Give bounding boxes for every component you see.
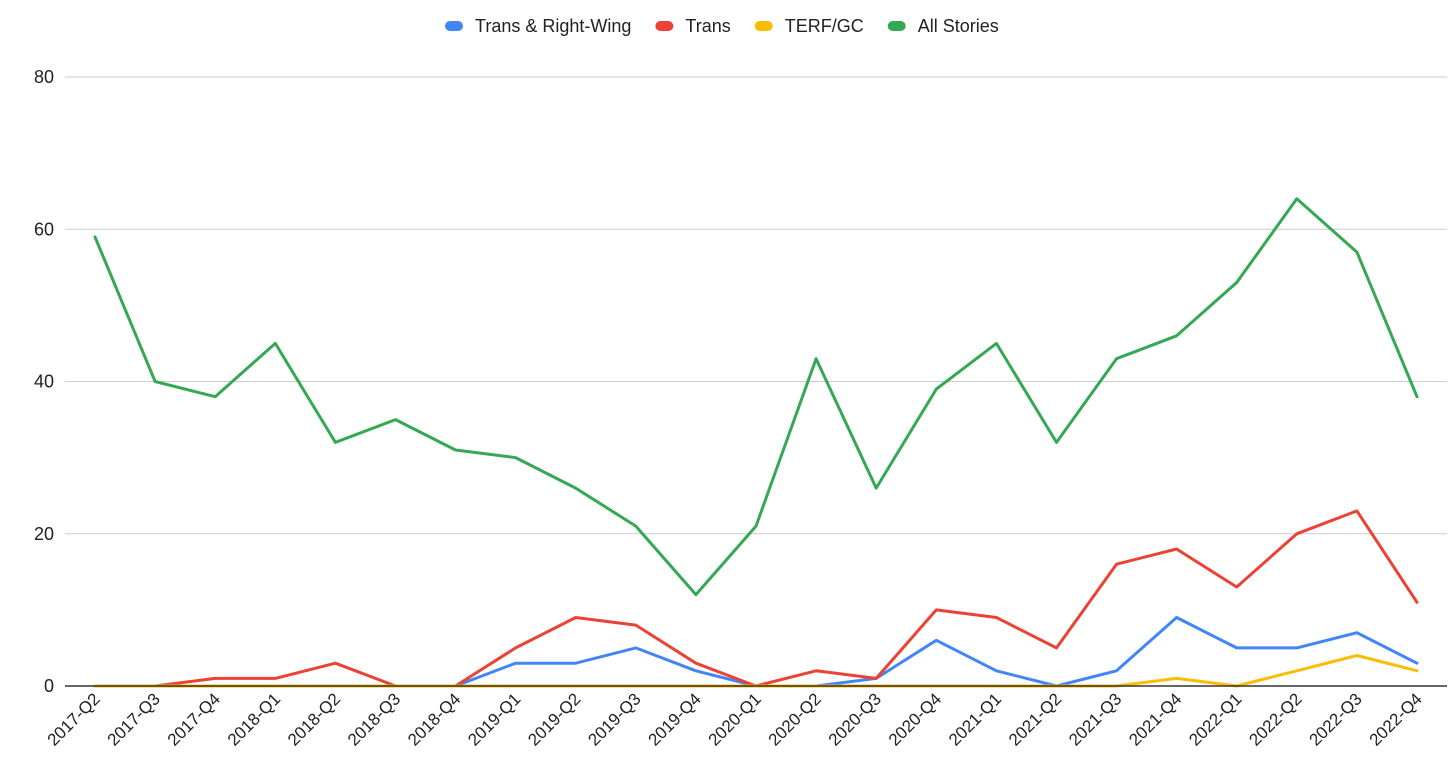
x-tick-label: 2019-Q4 xyxy=(645,689,705,749)
y-tick-label: 20 xyxy=(34,524,54,544)
legend-swatch xyxy=(655,21,674,31)
legend-label: All Stories xyxy=(918,16,999,36)
x-tick-label: 2019-Q1 xyxy=(464,689,524,749)
x-tick-label: 2021-Q4 xyxy=(1125,689,1185,749)
series-line-trans xyxy=(93,509,1419,688)
x-tick-label: 2021-Q1 xyxy=(945,689,1005,749)
x-tick-label: 2019-Q3 xyxy=(584,689,644,749)
y-tick-label: 40 xyxy=(34,372,54,392)
y-axis-ticks: 0 20 40 60 80 xyxy=(34,67,54,696)
y-tick-label: 60 xyxy=(34,219,54,239)
x-tick-label: 2022-Q1 xyxy=(1185,689,1245,749)
gridlines xyxy=(65,76,1447,535)
series-line-terf-gc xyxy=(93,654,1419,688)
legend-item-terf-gc[interactable]: TERF/GC xyxy=(754,16,864,36)
legend-item-trans[interactable]: Trans xyxy=(655,16,731,36)
x-tick-label: 2018-Q4 xyxy=(404,689,464,749)
x-tick-label: 2020-Q2 xyxy=(765,689,825,749)
y-tick-label: 80 xyxy=(34,67,54,87)
series-lines xyxy=(93,197,1419,688)
x-tick-label: 2020-Q3 xyxy=(825,689,885,749)
x-tick-label: 2022-Q2 xyxy=(1245,689,1305,749)
series-line-all-stories xyxy=(93,197,1419,597)
x-tick-label: 2022-Q4 xyxy=(1366,689,1426,749)
y-tick-label: 0 xyxy=(44,676,54,696)
x-tick-label: 2019-Q2 xyxy=(524,689,584,749)
legend-label: TERF/GC xyxy=(785,16,864,36)
legend-label: Trans xyxy=(685,16,730,36)
x-tick-label: 2020-Q1 xyxy=(705,689,765,749)
x-tick-label: 2017-Q3 xyxy=(104,689,164,749)
legend-swatch xyxy=(887,21,906,31)
x-tick-label: 2021-Q3 xyxy=(1065,689,1125,749)
series-line-trans-right-wing xyxy=(93,616,1419,688)
legend-item-all-stories[interactable]: All Stories xyxy=(887,16,999,36)
legend-item-trans-right-wing[interactable]: Trans & Right-Wing xyxy=(445,16,631,36)
legend-label: Trans & Right-Wing xyxy=(475,16,631,36)
x-tick-label: 2018-Q3 xyxy=(344,689,404,749)
x-tick-label: 2020-Q4 xyxy=(885,689,945,749)
legend-swatch xyxy=(445,21,463,31)
x-tick-label: 2022-Q3 xyxy=(1306,689,1366,749)
x-axis-ticks: 2017-Q2 2017-Q3 2017-Q4 2018-Q1 2018-Q2 2018-… xyxy=(44,689,1426,749)
x-tick-label: 2017-Q4 xyxy=(164,689,224,749)
legend: Trans & Right-Wing Trans TERF/GC All Storie… xyxy=(445,16,999,36)
x-tick-label: 2018-Q2 xyxy=(284,689,344,749)
x-tick-label: 2018-Q1 xyxy=(224,689,284,749)
legend-swatch xyxy=(754,21,773,31)
x-tick-label: 2017-Q2 xyxy=(44,689,104,749)
x-tick-label: 2021-Q2 xyxy=(1005,689,1065,749)
